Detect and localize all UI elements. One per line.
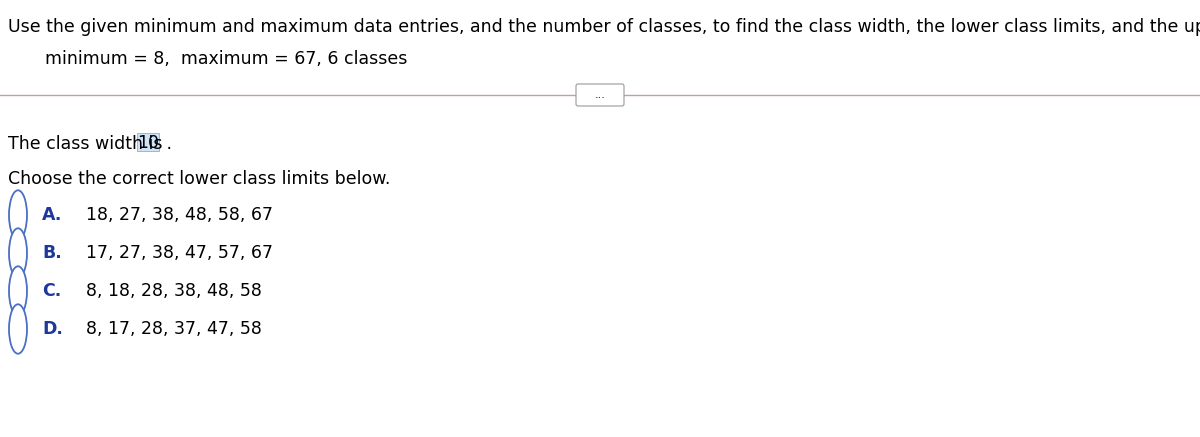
Text: 17, 27, 38, 47, 57, 67: 17, 27, 38, 47, 57, 67 [74, 244, 274, 262]
Text: minimum = 8,  maximum = 67, 6 classes: minimum = 8, maximum = 67, 6 classes [46, 50, 407, 68]
FancyBboxPatch shape [576, 84, 624, 106]
Text: ...: ... [594, 90, 606, 100]
Text: Use the given minimum and maximum data entries, and the number of classes, to fi: Use the given minimum and maximum data e… [8, 18, 1200, 36]
Ellipse shape [10, 266, 28, 316]
Ellipse shape [10, 190, 28, 240]
Text: C.: C. [42, 282, 61, 300]
Text: B.: B. [42, 244, 61, 262]
Text: Choose the correct lower class limits below.: Choose the correct lower class limits be… [8, 170, 390, 188]
Text: D.: D. [42, 320, 62, 338]
Text: 18, 27, 38, 48, 58, 67: 18, 27, 38, 48, 58, 67 [74, 206, 274, 224]
Text: 10: 10 [137, 134, 158, 152]
Ellipse shape [10, 304, 28, 354]
Text: 8, 17, 28, 37, 47, 58: 8, 17, 28, 37, 47, 58 [74, 320, 262, 338]
Text: A.: A. [42, 206, 62, 224]
Text: The class width is: The class width is [8, 135, 168, 153]
Text: 8, 18, 28, 38, 48, 58: 8, 18, 28, 38, 48, 58 [74, 282, 262, 300]
Ellipse shape [10, 228, 28, 278]
Text: .: . [161, 135, 172, 153]
FancyBboxPatch shape [137, 133, 158, 151]
